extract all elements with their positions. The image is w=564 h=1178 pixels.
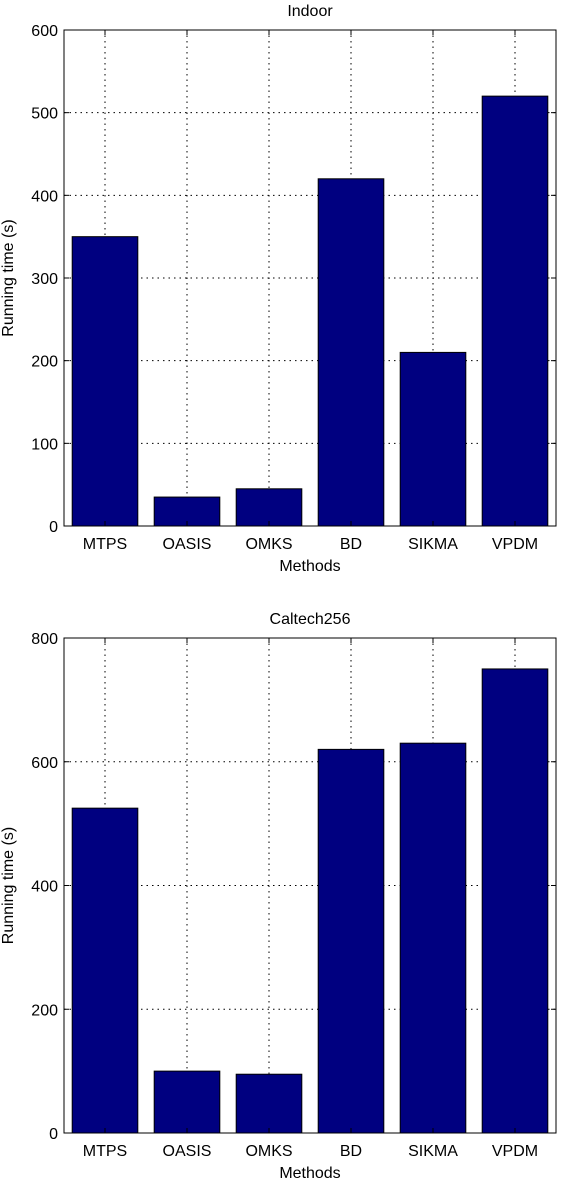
y-tick-label: 200 bbox=[31, 1002, 58, 1019]
y-tick-label: 600 bbox=[31, 23, 58, 40]
bar-bd bbox=[317, 748, 385, 1134]
x-tick-label-bd: BD bbox=[340, 1143, 362, 1160]
chart-title: Caltech256 bbox=[270, 611, 351, 628]
y-tick-label: 0 bbox=[49, 1126, 58, 1143]
y-tick-label: 500 bbox=[31, 106, 58, 123]
bar-bd bbox=[317, 178, 385, 527]
x-tick-label-vpdm: VPDM bbox=[492, 536, 538, 553]
bar-sikma bbox=[399, 742, 467, 1134]
y-axis-label: Running time (s) bbox=[0, 827, 17, 944]
x-tick-label-sikma: SIKMA bbox=[408, 536, 458, 553]
y-tick-label: 400 bbox=[31, 879, 58, 896]
bar-omks bbox=[235, 1073, 303, 1134]
x-tick-label-omks: OMKS bbox=[245, 1143, 292, 1160]
y-axis-label: Running time (s) bbox=[0, 219, 17, 336]
y-tick-label: 600 bbox=[31, 755, 58, 772]
x-tick-label-bd: BD bbox=[340, 536, 362, 553]
x-tick-label-sikma: SIKMA bbox=[408, 1143, 458, 1160]
y-tick-label: 300 bbox=[31, 271, 58, 288]
bar-mtps bbox=[71, 807, 139, 1134]
x-tick-label-oasis: OASIS bbox=[163, 1143, 212, 1160]
bar-oasis bbox=[153, 1070, 221, 1134]
y-tick-label: 400 bbox=[31, 188, 58, 205]
x-axis-label: Methods bbox=[279, 1165, 340, 1178]
x-axis-label: Methods bbox=[279, 558, 340, 575]
plot-area bbox=[63, 637, 557, 1134]
x-tick-label-oasis: OASIS bbox=[163, 536, 212, 553]
x-tick-label-omks: OMKS bbox=[245, 536, 292, 553]
chart-panel-2: 0 200 400 600 800 MTPS OASIS OMKS BD SIKMA VPDM Cal… bbox=[0, 611, 557, 1178]
x-tick-label-mtps: MTPS bbox=[83, 1143, 127, 1160]
plot-area bbox=[63, 29, 557, 527]
y-tick-label: 100 bbox=[31, 436, 58, 453]
y-tick-label: 800 bbox=[31, 631, 58, 648]
y-tick-label: 0 bbox=[49, 519, 58, 536]
y-tick-label: 200 bbox=[31, 354, 58, 371]
bar-omks bbox=[235, 488, 303, 527]
chart-panel-1: 0 100 200 300 400 500 600 MTPS OASIS OMKS BD SIKMA V… bbox=[0, 3, 557, 575]
x-tick-label-mtps: MTPS bbox=[83, 536, 127, 553]
x-tick-label-vpdm: VPDM bbox=[492, 1143, 538, 1160]
bar-sikma bbox=[399, 351, 467, 527]
bar-mtps bbox=[71, 236, 139, 527]
bar-vpdm bbox=[481, 668, 549, 1134]
bar-vpdm bbox=[481, 95, 549, 527]
chart-title: Indoor bbox=[287, 3, 333, 20]
